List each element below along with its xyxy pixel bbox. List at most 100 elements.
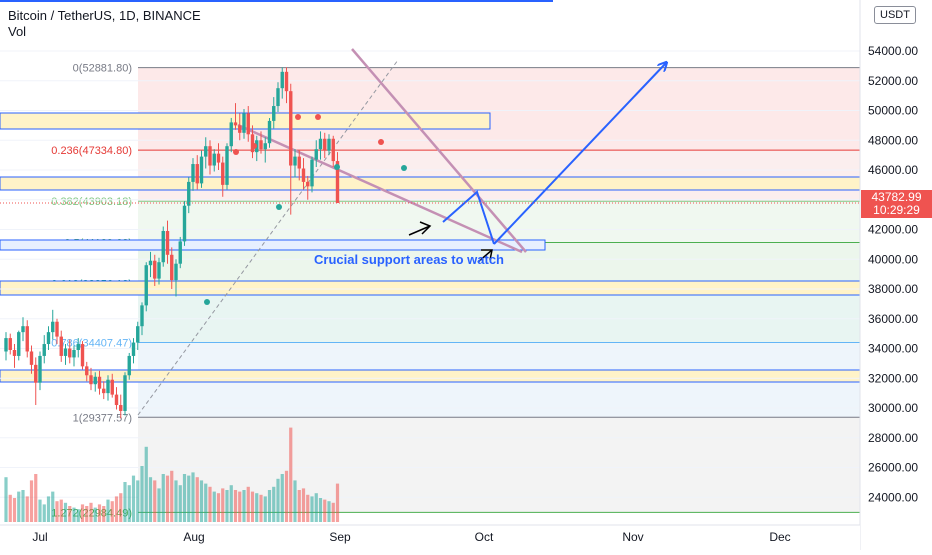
volume-bar [272,486,276,522]
candle [199,150,204,188]
candle-body [106,379,110,394]
candle [318,131,323,160]
candle-body [221,162,225,185]
pivot-marker [334,164,340,170]
fib-level-label: 0.236(47334.80) [51,145,132,157]
candle-body [199,156,204,184]
price-tick-label: 52000.00 [868,74,918,88]
candle-body [76,344,80,350]
candle-body [212,153,216,166]
volume-bar [85,506,89,522]
candle-body [59,336,63,356]
fib-zone [138,417,860,513]
time-tick-label: Dec [769,530,790,544]
candle-body [123,375,127,411]
candle [55,318,59,345]
price-tick-label: 30000.00 [868,401,918,415]
candle-body [131,342,136,356]
candle-body [80,344,85,367]
candle-body [327,138,331,151]
candle-body [276,88,280,107]
volume-bar [93,507,97,522]
volume-bar [102,506,106,522]
candle-body [204,146,208,157]
candle-body [216,153,221,163]
candle [102,381,106,400]
candle [289,83,293,215]
candle [297,150,301,181]
candle [110,373,114,398]
candle [8,333,12,355]
candle-body [284,71,289,92]
candle [170,247,174,289]
candle-body [225,146,229,185]
fib-level-label: 0(52881.80) [73,63,132,75]
candle-body [301,168,306,182]
volume-bar [187,475,191,522]
price-tick-label: 40000.00 [868,252,918,266]
candle-body [153,260,157,279]
volume-bar [178,485,182,522]
volume-bar [276,478,280,522]
volume-bar [42,504,46,522]
volume-bar [68,506,72,522]
volume-bar [148,477,153,522]
volume-bar [123,482,127,522]
candle [165,220,170,264]
candle [276,82,280,112]
volume-bar [323,499,327,522]
volume-bar [221,488,225,522]
candle [85,361,89,382]
candle-body [318,138,323,150]
candle [59,330,63,362]
candle [140,302,144,336]
volume-bar [144,446,148,522]
volume-bar [191,472,195,522]
volume-bar [114,496,119,522]
price-tick-label: 28000.00 [868,431,918,445]
candle-body [242,113,246,133]
pivot-marker [233,149,239,155]
candle [34,357,38,406]
volume-indicator-label[interactable]: Vol [8,24,27,39]
volume-bar [284,470,289,522]
candle-body [310,159,314,187]
candle [216,143,221,170]
candle-body [157,262,161,279]
candle-body [136,326,140,343]
candle-body [34,364,38,383]
candle-body [165,230,170,255]
candle [119,394,123,419]
candle-body [25,326,29,352]
candle-body [238,125,242,133]
volume-bar [289,427,293,522]
volume-bar [55,501,59,522]
volume-bar [293,480,297,522]
candle [233,103,238,130]
pivot-marker [295,114,301,120]
candle-body [51,321,55,333]
candle-body [263,143,267,150]
volume-bar [127,485,131,522]
pivot-marker [401,165,407,171]
fib-level-label: 0.382(43903.18) [51,196,132,208]
currency-button[interactable]: USDT [874,6,916,24]
symbol-title[interactable]: Bitcoin / TetherUS, 1D, BINANCE [8,8,201,23]
volume-bar [29,480,34,522]
candle-body [297,156,301,169]
volume-bar [119,493,123,522]
candle [68,339,72,364]
candle [42,335,46,364]
volume-bar [80,504,85,522]
volume-bar [310,496,314,522]
candle [123,372,127,416]
candle [208,140,212,175]
candle [272,97,276,129]
top-zone-rect [0,0,553,2]
volume-bar [8,494,12,522]
price-tick-label: 50000.00 [868,104,918,118]
candle [93,372,97,392]
time-tick-label: Sep [329,530,351,544]
